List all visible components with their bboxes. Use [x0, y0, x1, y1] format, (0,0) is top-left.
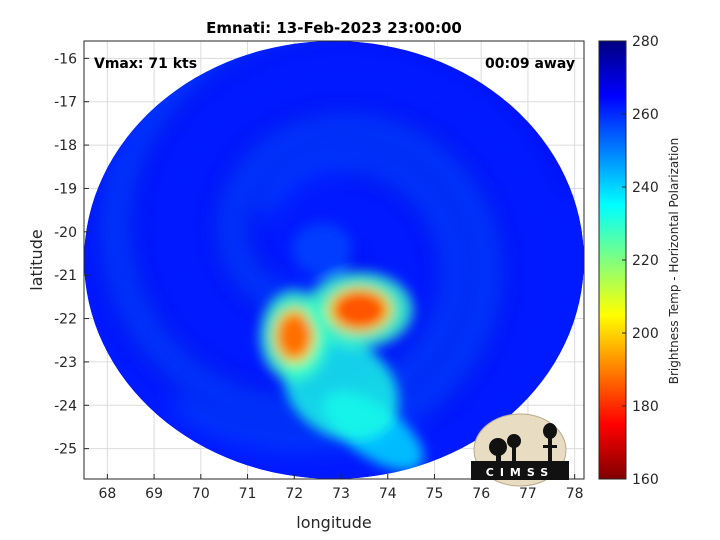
colorbar: [598, 40, 627, 480]
y-axis-label: latitude: [27, 229, 46, 290]
away-annotation: 00:09 away: [485, 56, 575, 72]
x-tick-label: 76: [472, 486, 490, 502]
x-axis-label: longitude: [296, 513, 371, 532]
y-tick-label: -24: [54, 398, 77, 414]
y-tick-label: -25: [54, 442, 77, 458]
colorbar-tick-label: 180: [632, 399, 659, 415]
y-tick-label: -16: [54, 51, 77, 67]
feature-cold-cloud-east: [331, 289, 388, 330]
x-tick-label: 70: [192, 486, 210, 502]
colorbar-tick-label: 260: [632, 107, 659, 123]
feature-eye: [292, 223, 353, 276]
x-tick-label: 77: [519, 486, 537, 502]
x-tick-label: 68: [98, 486, 116, 502]
vmax-annotation: Vmax: 71 kts: [94, 56, 197, 72]
colorbar-tick-label: 160: [632, 472, 659, 488]
y-tick-label: -21: [54, 268, 77, 284]
colorbar-tick-label: 220: [632, 253, 659, 269]
cimss-logo: CIMSS: [471, 413, 569, 487]
colorbar-tick-label: 280: [632, 34, 659, 50]
x-axis: 68 69 70 71 72 73 74 75 76 77 78: [98, 474, 584, 502]
colorbar-ticks: 160 180 200 220 240 260 280: [622, 34, 659, 488]
x-tick-label: 73: [332, 486, 350, 502]
x-tick-label: 78: [566, 486, 584, 502]
swath-image: [84, 41, 584, 479]
swath-disc: [84, 41, 584, 479]
y-tick-label: -20: [54, 225, 77, 241]
y-tick-label: -18: [54, 138, 77, 154]
feature-cold-cloud-west: [276, 311, 313, 360]
x-tick-label: 75: [426, 486, 444, 502]
y-tick-label: -22: [54, 312, 77, 328]
logo-text: CIMSS: [486, 466, 554, 479]
y-axis: -16 -17 -18 -19 -20 -21 -22 -23 -24 -25: [54, 51, 89, 458]
y-tick-label: -17: [54, 95, 77, 111]
x-tick-label: 69: [145, 486, 163, 502]
y-tick-label: -23: [54, 355, 77, 371]
colorbar-label: Brightness Temp - Horizontal Polarizatio…: [667, 138, 681, 385]
y-tick-label: -19: [54, 181, 77, 197]
chart-title: Emnati: 13-Feb-2023 23:00:00: [206, 19, 462, 37]
plot-frame: [83, 40, 585, 480]
x-tick-label: 74: [379, 486, 397, 502]
x-tick-label: 72: [285, 486, 303, 502]
colorbar-tick-label: 240: [632, 180, 659, 196]
x-tick-label: 71: [239, 486, 257, 502]
colorbar-tick-label: 200: [632, 326, 659, 342]
